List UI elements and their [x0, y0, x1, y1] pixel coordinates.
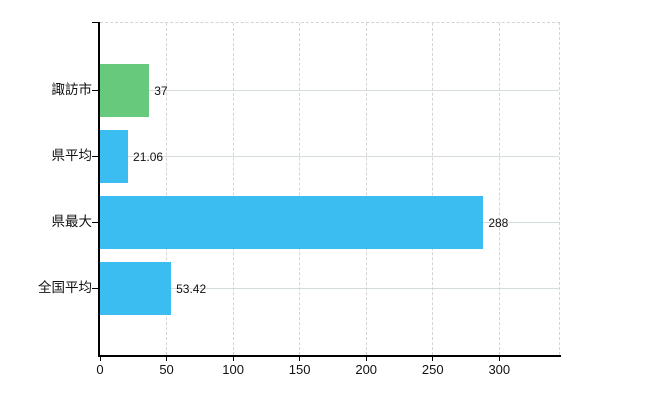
bar [100, 262, 172, 315]
x-axis-tick [498, 356, 500, 361]
bar-value-label: 53.42 [176, 281, 207, 296]
v-gridline [232, 23, 234, 355]
category-label: 県最大 [51, 213, 93, 229]
y-axis-tick [92, 89, 98, 91]
x-axis-tick-label: 100 [222, 362, 244, 377]
v-gridline [299, 23, 301, 355]
x-axis-tick-label: 0 [96, 362, 104, 377]
h-gridline [100, 156, 559, 157]
h-gridline [100, 288, 559, 289]
v-gridline [365, 23, 367, 355]
v-gridline [498, 23, 500, 355]
category-label: 諏訪市 [51, 81, 93, 97]
y-axis-tick [92, 155, 98, 157]
bar [100, 130, 129, 183]
x-axis-tick [365, 356, 367, 361]
bar [100, 64, 150, 117]
y-axis-tick [92, 287, 98, 289]
y-axis-tick [92, 221, 98, 223]
h-gridline [100, 90, 559, 91]
bar-value-label: 37 [154, 83, 168, 98]
plot-area: 37 21.06 288 53.42 [100, 22, 560, 355]
y-axis-line [98, 22, 100, 356]
x-axis-tick-label: 300 [488, 362, 511, 377]
x-axis-tick [432, 356, 434, 361]
x-axis-line [98, 355, 561, 357]
x-axis-tick-label: 50 [159, 362, 174, 377]
category-label: 全国平均 [38, 279, 92, 295]
v-gridline [166, 23, 168, 355]
x-axis-tick [166, 356, 168, 361]
x-axis-tick-label: 150 [288, 362, 311, 377]
x-axis-tick [232, 356, 234, 361]
x-axis-tick-label: 250 [421, 362, 444, 377]
bar [100, 196, 484, 249]
x-axis-tick [299, 356, 301, 361]
bar-value-label: 21.06 [133, 149, 164, 164]
category-label: 県平均 [51, 147, 93, 163]
v-gridline [432, 23, 434, 355]
bar-value-label: 288 [488, 215, 509, 230]
y-axis-top-tick [92, 22, 98, 23]
x-axis-tick-label: 200 [355, 362, 378, 377]
x-axis-tick [99, 356, 101, 361]
